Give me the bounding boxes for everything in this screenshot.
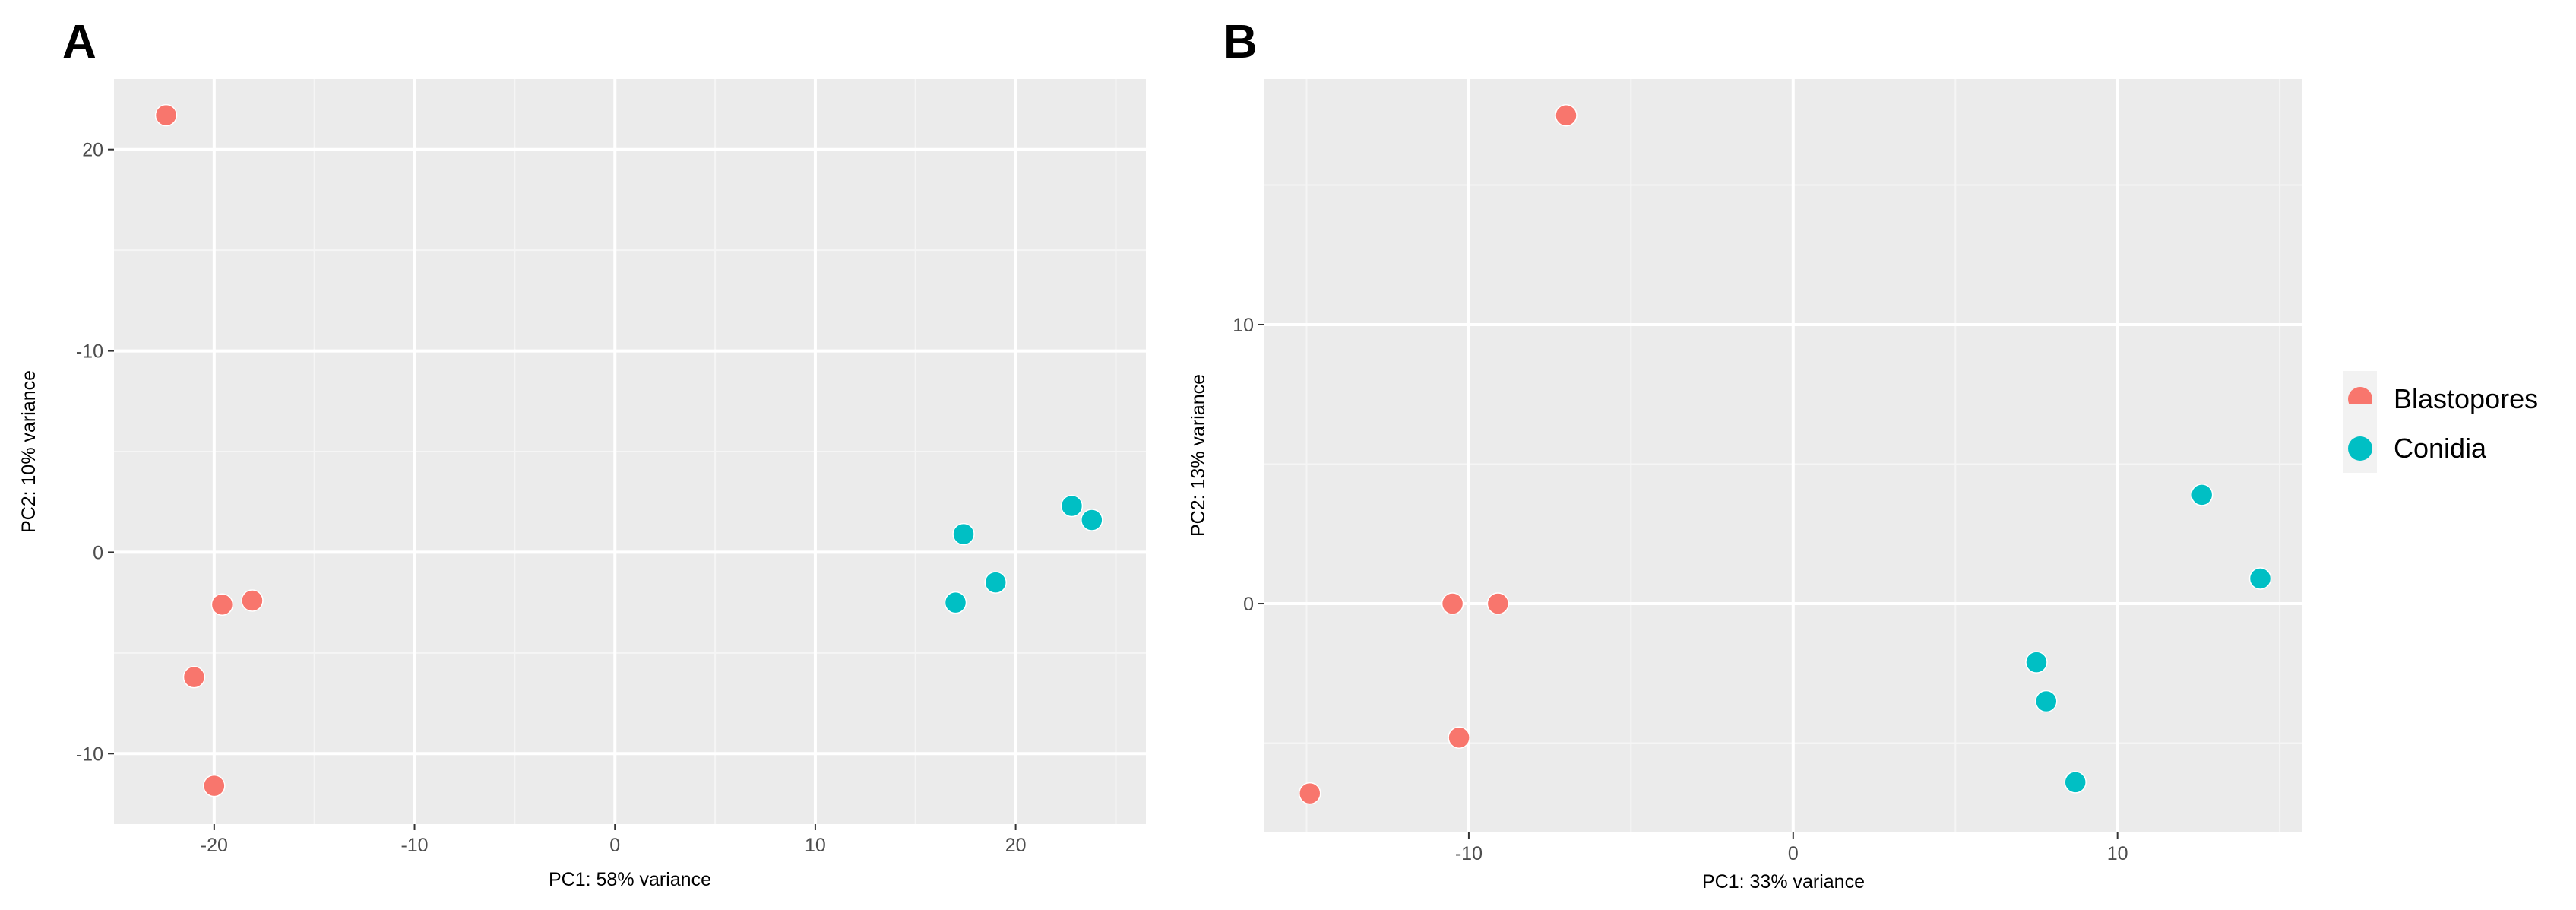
panel-a-y-tick-label: -10 [76, 744, 103, 765]
panel-b-y-axis-title: PC2: 13% variance [1188, 374, 1209, 537]
panel-b-point-blastopores [1448, 726, 1470, 749]
panel-a-x-axis-title: PC1: 58% variance [549, 869, 711, 890]
panel-a-point-blastopores [182, 665, 206, 689]
panel-a-point-conidia [984, 571, 1007, 594]
panel-a-letter: A [62, 16, 97, 68]
legend-key-conidia [2348, 436, 2372, 461]
panel-a-x-tick-label: 10 [805, 835, 826, 856]
panel-b-x-ticks: -10 0 10 [1455, 832, 2128, 864]
legend: Blastopores Conidia [2343, 371, 2538, 473]
panel-a-point-conidia [1060, 494, 1084, 518]
panel-a-y-tick-label: 20 [82, 140, 103, 161]
panel-b-x-tick-label: 0 [1788, 843, 1799, 864]
panel-b-background [1264, 79, 2302, 832]
panel-b-y-tick-label: 0 [1243, 594, 1254, 615]
panel-a: -20 -10 0 10 20 20-100-10 PC1: 58% variance … [18, 79, 1146, 890]
panel-b-point-conidia [2025, 651, 2048, 674]
panel-b-point-blastopores [1441, 592, 1464, 615]
panel-a-point-blastopores [203, 774, 226, 797]
panel-b-point-blastopores [1299, 782, 1321, 805]
legend-label-conidia: Conidia [2394, 433, 2487, 464]
panel-a-x-tick-label: -10 [400, 835, 428, 856]
panel-a-x-tick-label: 0 [609, 835, 620, 856]
panel-b-x-axis-title: PC1: 33% variance [1702, 871, 1865, 893]
panel-b-point-conidia [2035, 690, 2058, 713]
panel-a-x-tick-label: 20 [1005, 835, 1027, 856]
panel-a-y-ticks: 20 -10 0 -10 [76, 140, 114, 765]
panel-a-point-conidia [944, 591, 967, 614]
panel-b-point-blastopores [1555, 103, 1578, 127]
panel-a-y-axis-title: PC2: 10% variance [18, 370, 40, 533]
panel-a-grid [114, 79, 1146, 824]
panel-a-point-blastopores [154, 103, 178, 127]
panel-a-point-conidia [952, 522, 975, 546]
panel-b: -10 0 10 10 0 PC1: 33% variance PC2: 13% va… [1188, 79, 2302, 893]
panel-a-points [154, 103, 1103, 797]
panel-b-point-blastopores [1486, 592, 1510, 615]
panel-a-point-conidia [1081, 509, 1103, 531]
panel-b-y-ticks: 10 0 [1233, 315, 1264, 615]
panel-b-point-conidia [2190, 484, 2214, 506]
panel-a-y-tick-label: 0 [93, 542, 103, 563]
panel-a-x-tick-label: -20 [201, 835, 228, 856]
panel-b-x-tick-label: 10 [2107, 843, 2128, 864]
panel-b-point-conidia [2248, 567, 2272, 590]
panel-a-y-tick-label: -10 [76, 341, 103, 363]
panel-a-point-blastopores [241, 589, 264, 612]
panel-a-x-ticks: -20 -10 0 10 20 [201, 824, 1027, 856]
panel-b-grid [1264, 79, 2302, 832]
legend-label-blastopores: Blastopores [2394, 383, 2538, 414]
panel-b-point-conidia [2064, 771, 2087, 794]
panel-b-points [1299, 103, 2272, 805]
panel-b-y-tick-label: 10 [1233, 315, 1254, 336]
panel-b-x-tick-label: -10 [1455, 843, 1483, 864]
panel-b-letter: B [1223, 16, 1258, 68]
panel-a-point-blastopores [210, 593, 234, 617]
